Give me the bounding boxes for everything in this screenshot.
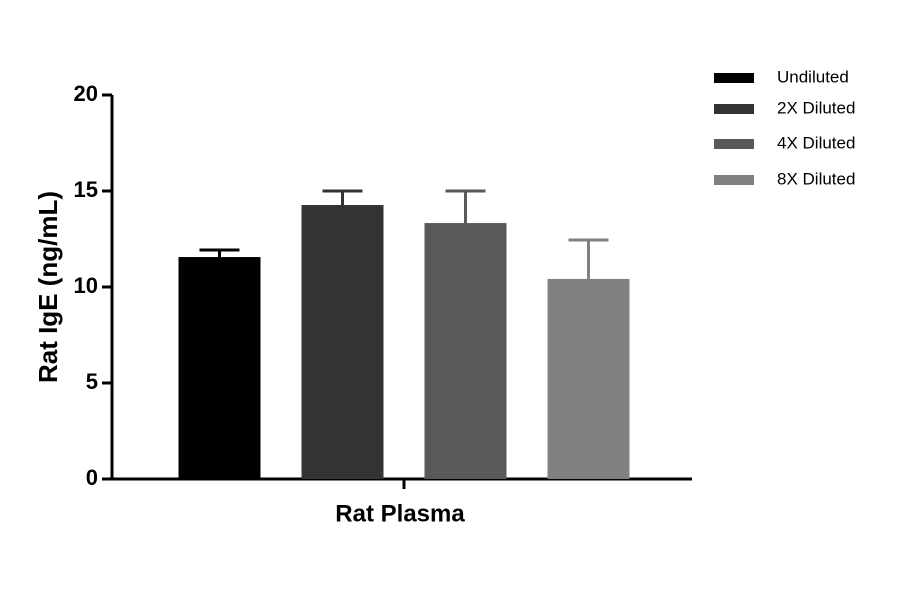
bar — [301, 205, 384, 480]
legend-swatch — [714, 139, 754, 149]
y-tick-label: 5 — [86, 369, 98, 394]
error-bar — [322, 189, 363, 206]
y-tick-label: 20 — [74, 81, 98, 106]
bar — [547, 278, 630, 479]
bar — [424, 223, 507, 479]
x-axis-label: Rat Plasma — [335, 500, 465, 527]
legend-swatch — [714, 104, 754, 114]
y-tick-label: 0 — [86, 465, 98, 490]
error-bar — [568, 238, 609, 279]
legend-label: Undiluted — [777, 67, 849, 86]
legend-label: 2X Diluted — [777, 98, 855, 117]
legend-label: 4X Diluted — [777, 133, 855, 152]
legend-label: 8X Diluted — [777, 169, 855, 188]
legend-swatch — [714, 73, 754, 83]
y-tick-label: 10 — [74, 273, 98, 298]
y-tick-label: 15 — [74, 177, 98, 202]
error-bar — [445, 189, 486, 224]
y-axis-label: Rat IgE (ng/mL) — [33, 191, 63, 383]
bar — [178, 257, 261, 479]
legend-swatch — [714, 175, 754, 185]
error-bar — [199, 248, 240, 258]
